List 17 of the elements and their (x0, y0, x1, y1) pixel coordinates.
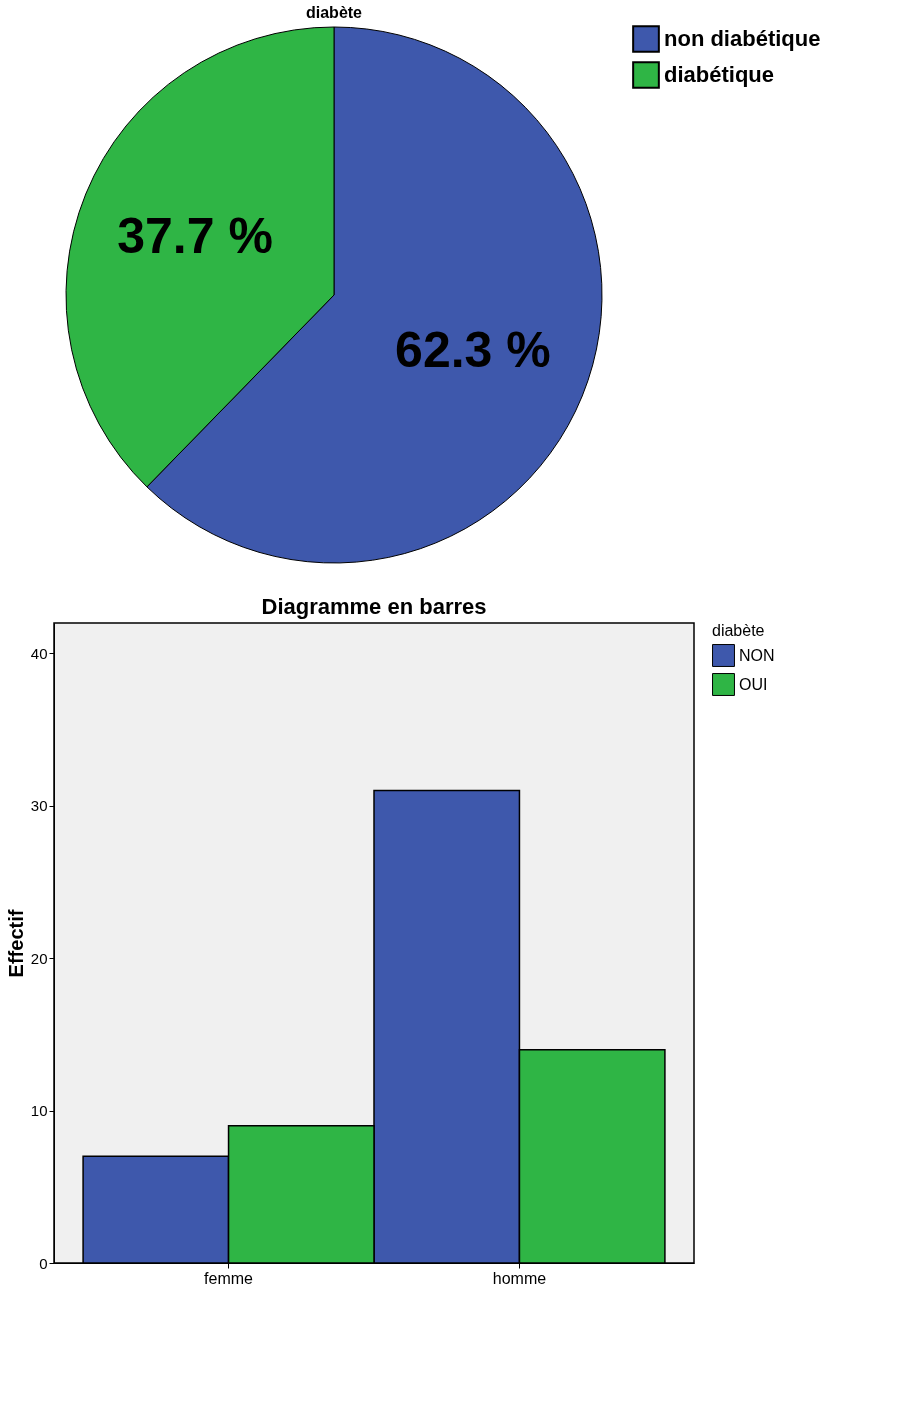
legend-label: OUI (739, 675, 768, 693)
legend-title: diabète (712, 622, 765, 639)
data-label: 37.7 % (117, 208, 273, 265)
y-tick-label: 20 (30, 949, 48, 967)
legend-label: NON (739, 646, 775, 664)
y-tick-label: 0 (39, 1254, 48, 1272)
chart-title: diabète (305, 4, 363, 21)
x-tick-label: femme (204, 1269, 254, 1287)
chart-title: Diagramme en barres (261, 594, 487, 619)
y-tick-label: 10 (30, 1102, 48, 1120)
legend-label: diabétique (664, 62, 775, 87)
y-tick-label: 30 (30, 797, 48, 815)
y-axis-title: Effectif (4, 909, 27, 978)
x-tick-label: homme (492, 1269, 547, 1287)
y-tick-label: 40 (30, 644, 48, 662)
legend-label: non diabétique (664, 26, 821, 51)
data-label: 62.3 % (395, 321, 551, 378)
